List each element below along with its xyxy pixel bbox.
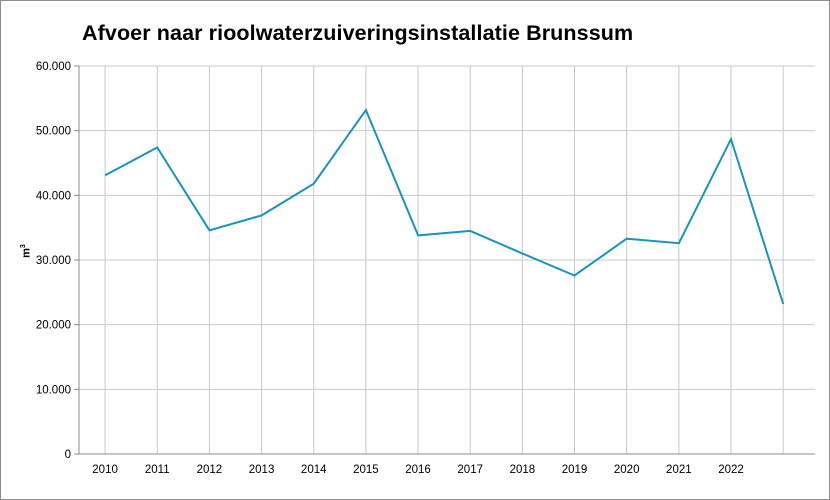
chart-title: Afvoer naar rioolwaterzuiveringsinstalla… xyxy=(82,21,634,45)
x-tick-label: 2020 xyxy=(614,464,640,476)
x-tick-label: 2019 xyxy=(562,464,588,476)
x-tick-label: 2010 xyxy=(92,464,118,476)
series-line xyxy=(104,107,785,305)
x-tick-label: 2011 xyxy=(145,464,170,476)
x-tick-label: 2013 xyxy=(249,464,275,476)
y-tick-label: 40.000 xyxy=(36,190,71,202)
y-tick-label: 0 xyxy=(65,449,71,461)
x-tick-label: 2022 xyxy=(718,464,744,476)
y-tick-label: 10.000 xyxy=(36,384,71,396)
x-tick-label: 2012 xyxy=(197,464,223,476)
y-tick-label: 30.000 xyxy=(36,255,71,267)
x-tick-label: 2021 xyxy=(666,464,692,476)
x-tick-label: 2017 xyxy=(457,464,483,476)
x-tick-label: 2014 xyxy=(301,464,327,476)
x-tick-label: 2015 xyxy=(353,464,379,476)
x-tick-label: 2016 xyxy=(405,464,431,476)
x-tick-label: 2018 xyxy=(510,464,536,476)
y-tick-label: 50.000 xyxy=(36,126,71,138)
y-tick-label: 20.000 xyxy=(36,320,71,332)
y-tick-label: 60.000 xyxy=(36,61,71,73)
